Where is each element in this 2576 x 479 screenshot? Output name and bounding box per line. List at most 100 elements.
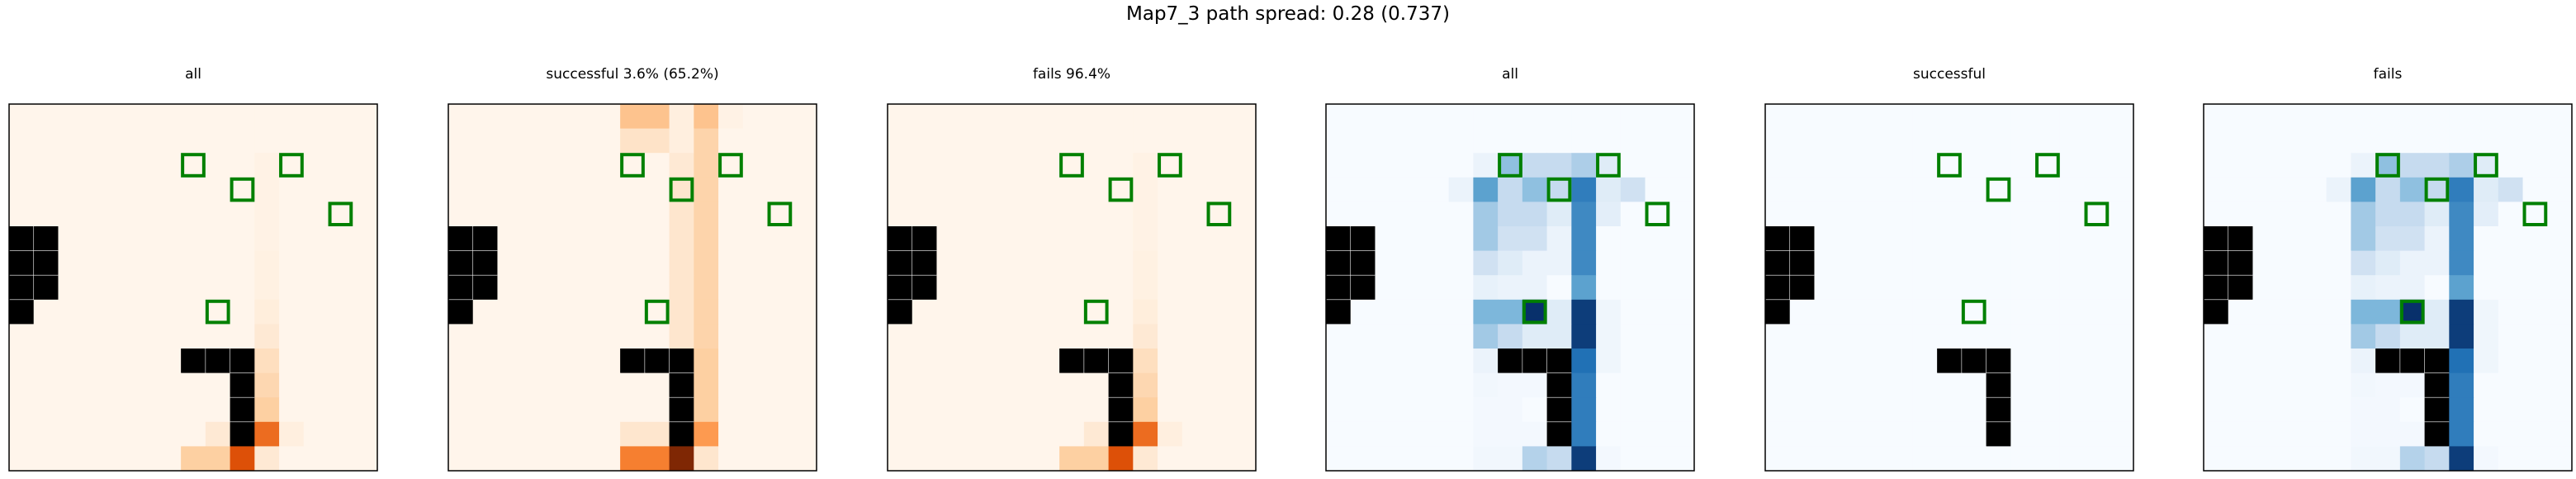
heatmap-cell xyxy=(1158,446,1183,472)
heatmap-cell xyxy=(718,153,744,178)
heatmap-cell xyxy=(1473,349,1499,374)
heatmap-cell xyxy=(156,299,182,325)
heatmap-cell xyxy=(181,226,206,252)
heatmap-cell xyxy=(2547,299,2573,325)
goal-marker xyxy=(205,299,230,325)
heatmap-cell xyxy=(1522,250,1548,276)
heatmap-cell xyxy=(2498,250,2524,276)
heatmap-cell xyxy=(1133,421,1158,447)
heatmap-cell xyxy=(1158,250,1183,276)
heatmap-cell xyxy=(2375,446,2401,472)
heatmap-cell xyxy=(1181,250,1208,276)
heatmap-cell xyxy=(328,104,353,130)
heatmap-cell xyxy=(156,177,182,202)
heatmap-cell xyxy=(1522,446,1548,472)
heatmap-cell xyxy=(2084,372,2110,398)
heatmap-cell xyxy=(1937,250,1963,276)
heatmap-cell xyxy=(9,397,35,423)
heatmap-cell xyxy=(2498,128,2524,154)
obstacle-cell xyxy=(1326,275,1352,301)
heatmap-cell xyxy=(2228,349,2253,374)
heatmap-cell xyxy=(2399,104,2426,130)
heatmap-cell xyxy=(2059,349,2086,374)
heatmap-cell xyxy=(912,104,937,130)
heatmap-cell xyxy=(1473,446,1499,472)
heatmap-cell xyxy=(254,128,280,154)
heatmap-cell xyxy=(888,104,913,130)
heatmap-cell xyxy=(2010,446,2036,472)
heatmap-cell xyxy=(718,421,744,447)
heatmap-cell xyxy=(2522,202,2548,227)
heatmap-cell xyxy=(742,275,769,301)
heatmap-cell xyxy=(107,128,133,154)
heatmap-cell xyxy=(1010,299,1035,325)
heatmap-cell xyxy=(1423,250,1450,276)
goal-marker xyxy=(1059,153,1084,178)
heatmap-cell xyxy=(2228,153,2253,178)
heatmap-cell xyxy=(1158,421,1183,447)
heatmap-cell xyxy=(522,397,547,423)
heatmap-cell xyxy=(985,372,1011,398)
heatmap-cell xyxy=(2424,299,2450,325)
heatmap-cell xyxy=(546,226,572,252)
heatmap-cell xyxy=(792,349,817,374)
obstacle-cell xyxy=(230,421,255,447)
heatmap-cell xyxy=(1326,421,1352,447)
heatmap-cell xyxy=(2301,299,2327,325)
heatmap-cell xyxy=(961,349,987,374)
heatmap-cell xyxy=(1912,324,1938,349)
heatmap-cell xyxy=(2035,226,2061,252)
obstacle-cell xyxy=(1083,349,1110,374)
heatmap-cell xyxy=(2351,324,2376,349)
heatmap-cell xyxy=(1912,421,1938,447)
heatmap-cell xyxy=(33,324,59,349)
heatmap-cell xyxy=(2424,324,2450,349)
heatmap-cell xyxy=(1839,250,1864,276)
heatmap-cell xyxy=(1645,349,1670,374)
heatmap-cell xyxy=(497,275,523,301)
heatmap-cell xyxy=(1912,446,1938,472)
heatmap-cell xyxy=(1133,397,1158,423)
heatmap-cell xyxy=(571,275,596,301)
heatmap-cell xyxy=(1961,446,1987,472)
heatmap-cell xyxy=(2084,104,2110,130)
obstacle-cell xyxy=(2424,349,2450,374)
heatmap-cell xyxy=(2351,421,2376,447)
heatmap-cell xyxy=(328,397,353,423)
heatmap-cell xyxy=(107,372,133,398)
heatmap-cell xyxy=(767,324,793,349)
heatmap-cell xyxy=(2375,177,2401,202)
plot-frame xyxy=(8,103,378,472)
heatmap-cell xyxy=(767,421,793,447)
heatmap-cell xyxy=(1350,153,1376,178)
heatmap-cell xyxy=(546,446,572,472)
heatmap-cell xyxy=(448,397,474,423)
heatmap-cell xyxy=(2010,128,2036,154)
heatmap-cell xyxy=(595,324,621,349)
heatmap-cell xyxy=(33,153,59,178)
heatmap-cell xyxy=(669,104,694,130)
heatmap-cell xyxy=(353,349,378,374)
heatmap-cell xyxy=(2109,226,2134,252)
heatmap-cell xyxy=(1473,202,1499,227)
heatmap-cell xyxy=(131,226,157,252)
obstacle-cell xyxy=(1350,226,1376,252)
heatmap-cell xyxy=(2301,226,2327,252)
heatmap-cell xyxy=(448,421,474,447)
heatmap-cell xyxy=(644,153,670,178)
heatmap-cell xyxy=(1887,324,1913,349)
heatmap-cell xyxy=(2498,299,2524,325)
heatmap-cell xyxy=(2228,177,2253,202)
heatmap-cell xyxy=(1133,275,1158,301)
heatmap-cell xyxy=(2252,250,2278,276)
panel-title: all xyxy=(185,66,201,83)
heatmap-cell xyxy=(1231,104,1257,130)
heatmap-cell xyxy=(1158,299,1183,325)
heatmap-cell xyxy=(1937,324,1963,349)
heatmap-cell xyxy=(936,421,962,447)
heatmap-cell xyxy=(644,446,670,472)
heatmap-cell xyxy=(328,372,353,398)
heatmap-cell xyxy=(279,128,305,154)
heatmap-cell xyxy=(1181,202,1208,227)
heatmap-cell xyxy=(1035,299,1060,325)
